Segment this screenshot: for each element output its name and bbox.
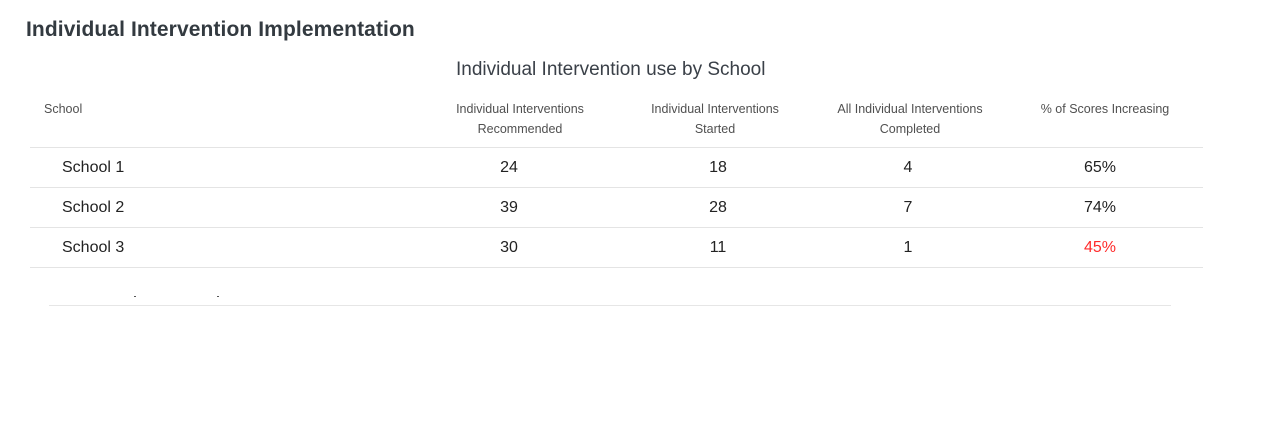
header-recommended[interactable]: Individual Interventions Recommended: [439, 99, 601, 139]
cell-started: 28: [709, 199, 727, 216]
cell-completed: 7: [903, 199, 913, 216]
cell-completed: 1: [903, 239, 913, 256]
stray-mark: [217, 296, 219, 297]
table-row[interactable]: School 2 39 28 7 74%: [30, 188, 1203, 228]
header-completed-line2: Completed: [879, 122, 941, 136]
cell-school: School 2: [62, 199, 125, 216]
cell-scores-increasing: 65%: [1083, 159, 1117, 176]
header-recommended-line2: Recommended: [477, 122, 563, 136]
header-scores-increasing-label: % of Scores Increasing: [1040, 102, 1170, 116]
header-scores-increasing[interactable]: % of Scores Increasing: [1027, 99, 1183, 119]
cell-school: School 3: [62, 239, 125, 256]
intervention-table: School Individual Interventions Recommen…: [30, 94, 1203, 268]
table-row[interactable]: School 1 24 18 4 65%: [30, 148, 1203, 188]
table-header-row: School Individual Interventions Recommen…: [30, 94, 1203, 148]
footer-divider: [49, 305, 1171, 306]
header-started-line1: Individual Interventions: [651, 102, 779, 116]
cell-started: 11: [709, 239, 727, 256]
header-started-line2: Started: [694, 122, 736, 136]
cell-school: School 1: [62, 159, 125, 176]
header-completed-line1: All Individual Interventions: [837, 102, 983, 116]
cell-recommended: 24: [500, 159, 518, 176]
header-started[interactable]: Individual Interventions Started: [634, 99, 796, 139]
cell-started: 18: [709, 159, 727, 176]
table-row[interactable]: School 3 30 11 1 45%: [30, 228, 1203, 268]
header-school-label: School: [44, 102, 83, 116]
cell-scores-increasing: 74%: [1083, 199, 1117, 216]
cell-completed: 4: [903, 159, 913, 176]
table-caption: Individual Intervention use by School: [456, 59, 766, 80]
header-completed[interactable]: All Individual Interventions Completed: [826, 99, 994, 139]
section-title: Individual Intervention Implementation: [26, 18, 415, 41]
header-school[interactable]: School: [44, 99, 82, 119]
cell-recommended: 30: [500, 239, 518, 256]
stray-mark: [134, 296, 136, 297]
cell-scores-increasing-alert: 45%: [1083, 239, 1117, 256]
header-recommended-line1: Individual Interventions: [456, 102, 584, 116]
cell-recommended: 39: [500, 199, 518, 216]
